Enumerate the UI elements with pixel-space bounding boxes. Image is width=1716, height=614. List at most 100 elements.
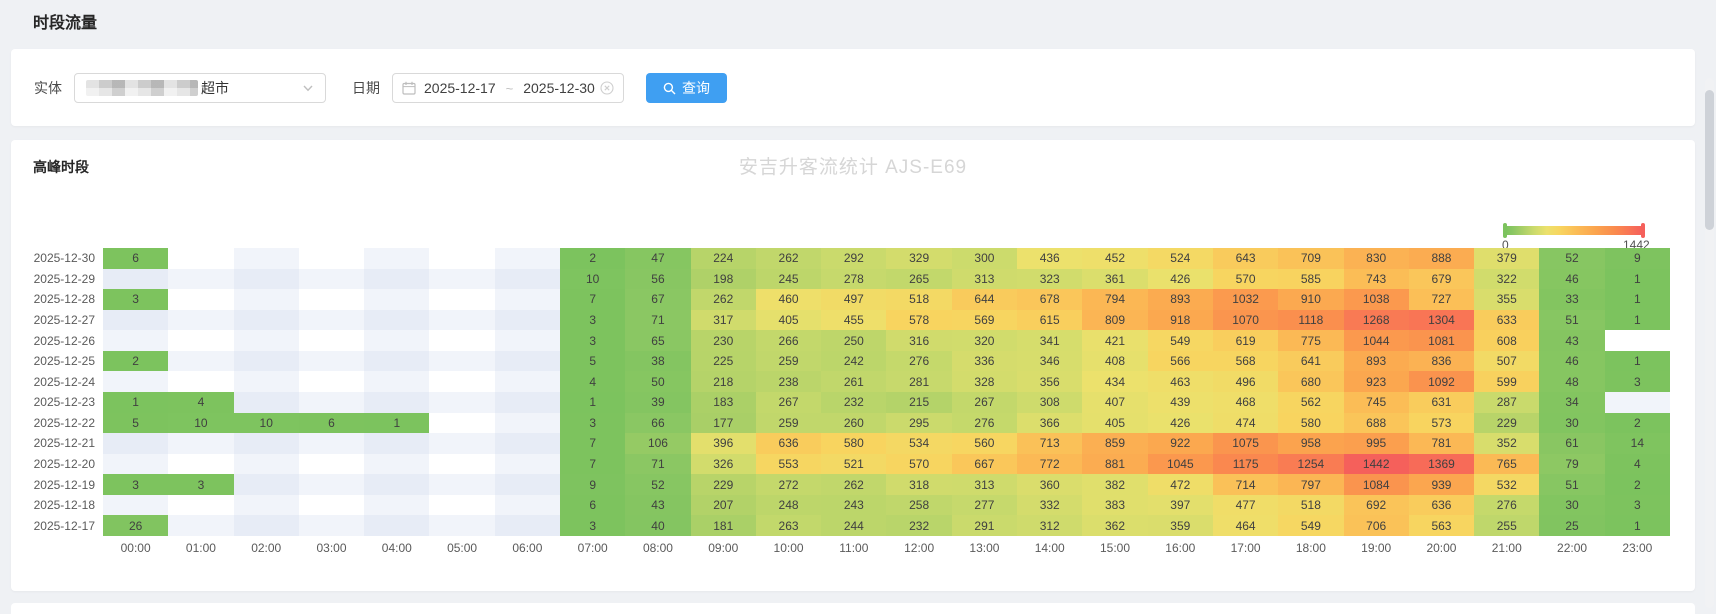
heatmap-cell[interactable]: 553 xyxy=(755,453,822,475)
heatmap-cell[interactable]: 3 xyxy=(103,289,169,310)
heatmap-cell[interactable] xyxy=(233,474,299,495)
heatmap-cell[interactable]: 25 xyxy=(1539,515,1605,536)
heatmap-cell[interactable]: 266 xyxy=(755,330,822,351)
heatmap-cell[interactable] xyxy=(429,474,495,495)
heatmap-cell[interactable]: 797 xyxy=(1278,474,1344,495)
heatmap-cell[interactable]: 33 xyxy=(1539,289,1605,310)
heatmap-cell[interactable] xyxy=(233,371,299,392)
heatmap-cell[interactable]: 775 xyxy=(1278,330,1344,351)
heatmap-cell[interactable] xyxy=(429,453,495,475)
heatmap-cell[interactable] xyxy=(168,494,234,516)
heatmap-cell[interactable]: 47 xyxy=(625,248,691,269)
heatmap-cell[interactable] xyxy=(364,309,430,331)
heatmap-cell[interactable]: 452 xyxy=(1082,248,1148,269)
heatmap-cell[interactable] xyxy=(103,453,169,475)
heatmap-cell[interactable]: 40 xyxy=(625,515,691,536)
heatmap-cell[interactable] xyxy=(364,330,430,351)
heatmap-cell[interactable] xyxy=(233,309,299,331)
heatmap-cell[interactable]: 278 xyxy=(821,268,887,290)
heatmap-cell[interactable]: 923 xyxy=(1343,371,1409,392)
heatmap-cell[interactable]: 918 xyxy=(1147,309,1213,331)
heatmap-cell[interactable] xyxy=(103,371,169,392)
heatmap-cell[interactable]: 794 xyxy=(1082,289,1148,310)
heatmap-cell[interactable]: 1 xyxy=(560,391,626,413)
heatmap-cell[interactable]: 341 xyxy=(1017,330,1083,351)
heatmap-cell[interactable]: 743 xyxy=(1343,268,1409,290)
heatmap-cell[interactable]: 3 xyxy=(1604,494,1670,516)
heatmap-cell[interactable] xyxy=(298,515,365,536)
heatmap-cell[interactable]: 38 xyxy=(625,350,691,372)
heatmap-cell[interactable]: 9 xyxy=(560,474,626,495)
heatmap-cell[interactable]: 405 xyxy=(755,309,822,331)
heatmap-cell[interactable] xyxy=(298,433,365,454)
heatmap-cell[interactable]: 518 xyxy=(1278,494,1344,516)
heatmap-cell[interactable]: 243 xyxy=(821,494,887,516)
heatmap-cell[interactable]: 79 xyxy=(1539,453,1605,475)
heatmap-cell[interactable]: 619 xyxy=(1212,330,1279,351)
heatmap-cell[interactable]: 460 xyxy=(755,289,822,310)
heatmap-cell[interactable]: 287 xyxy=(1474,391,1540,413)
heatmap-cell[interactable]: 65 xyxy=(625,330,691,351)
heatmap-cell[interactable] xyxy=(364,474,430,495)
heatmap-cell[interactable]: 436 xyxy=(1017,248,1083,269)
heatmap-cell[interactable] xyxy=(168,268,234,290)
heatmap-cell[interactable]: 258 xyxy=(886,494,952,516)
heatmap-cell[interactable]: 578 xyxy=(886,309,952,331)
heatmap-cell[interactable] xyxy=(364,515,430,536)
heatmap-cell[interactable]: 2 xyxy=(1604,412,1670,434)
heatmap-cell[interactable]: 566 xyxy=(1147,350,1213,372)
heatmap-cell[interactable]: 46 xyxy=(1539,268,1605,290)
heatmap-cell[interactable] xyxy=(364,289,430,310)
heatmap-cell[interactable]: 7 xyxy=(560,433,626,454)
heatmap-cell[interactable]: 316 xyxy=(886,330,952,351)
heatmap-cell[interactable]: 421 xyxy=(1082,330,1148,351)
heatmap-cell[interactable]: 71 xyxy=(625,309,691,331)
heatmap-cell[interactable]: 48 xyxy=(1539,371,1605,392)
heatmap-cell[interactable]: 267 xyxy=(951,391,1018,413)
heatmap-cell[interactable] xyxy=(429,391,495,413)
heatmap-cell[interactable] xyxy=(103,309,169,331)
heatmap-cell[interactable]: 383 xyxy=(1082,494,1148,516)
heatmap-cell[interactable]: 713 xyxy=(1017,433,1083,454)
heatmap-cell[interactable]: 34 xyxy=(1539,391,1605,413)
heatmap-cell[interactable]: 259 xyxy=(755,412,822,434)
heatmap-cell[interactable]: 292 xyxy=(821,248,887,269)
heatmap-cell[interactable]: 259 xyxy=(755,350,822,372)
heatmap-cell[interactable]: 232 xyxy=(886,515,952,536)
heatmap-cell[interactable]: 317 xyxy=(690,309,756,331)
heatmap-cell[interactable] xyxy=(494,494,561,516)
heatmap-cell[interactable] xyxy=(494,391,561,413)
heatmap-cell[interactable] xyxy=(429,330,495,351)
heatmap-cell[interactable]: 276 xyxy=(886,350,952,372)
heatmap-cell[interactable]: 379 xyxy=(1474,248,1540,269)
heatmap-cell[interactable]: 267 xyxy=(755,391,822,413)
heatmap-cell[interactable]: 1 xyxy=(1604,268,1670,290)
heatmap-cell[interactable]: 455 xyxy=(821,309,887,331)
heatmap-cell[interactable]: 893 xyxy=(1343,350,1409,372)
heatmap-cell[interactable]: 532 xyxy=(1474,474,1540,495)
heatmap-cell[interactable] xyxy=(298,494,365,516)
heatmap-cell[interactable]: 599 xyxy=(1474,371,1540,392)
heatmap-cell[interactable]: 1 xyxy=(1604,350,1670,372)
heatmap-cell[interactable]: 265 xyxy=(886,268,952,290)
heatmap-cell[interactable]: 218 xyxy=(690,371,756,392)
heatmap-cell[interactable]: 714 xyxy=(1212,474,1279,495)
heatmap-cell[interactable] xyxy=(298,248,365,269)
heatmap-cell[interactable] xyxy=(494,289,561,310)
heatmap-cell[interactable]: 1304 xyxy=(1408,309,1475,331)
heatmap-cell[interactable]: 580 xyxy=(821,433,887,454)
heatmap-cell[interactable]: 313 xyxy=(951,474,1018,495)
heatmap-cell[interactable] xyxy=(298,268,365,290)
heatmap-cell[interactable] xyxy=(103,330,169,351)
heatmap-cell[interactable] xyxy=(233,453,299,475)
heatmap-cell[interactable] xyxy=(233,289,299,310)
heatmap-cell[interactable]: 534 xyxy=(886,433,952,454)
heatmap-cell[interactable]: 745 xyxy=(1343,391,1409,413)
heatmap-cell[interactable]: 477 xyxy=(1212,494,1279,516)
heatmap-cell[interactable] xyxy=(233,494,299,516)
heatmap-cell[interactable] xyxy=(494,474,561,495)
heatmap-cell[interactable]: 5 xyxy=(103,412,169,434)
heatmap-cell[interactable]: 322 xyxy=(1474,268,1540,290)
heatmap-cell[interactable]: 61 xyxy=(1539,433,1605,454)
heatmap-cell[interactable] xyxy=(168,309,234,331)
